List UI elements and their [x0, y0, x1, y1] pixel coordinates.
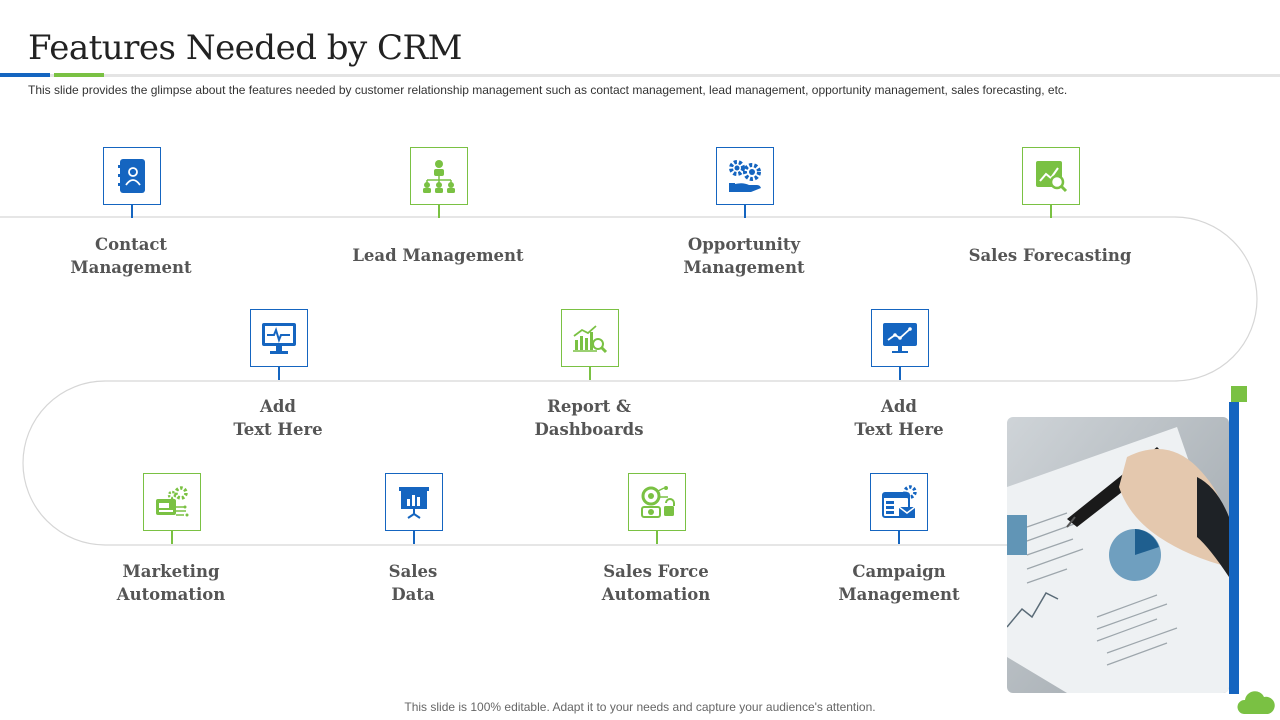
connector [1050, 204, 1052, 218]
chart-magnifier-icon [1022, 147, 1080, 205]
connector [413, 530, 415, 544]
contact-book-icon [103, 147, 161, 205]
report-magnifier-icon [561, 309, 619, 367]
accent-bar [1229, 402, 1239, 694]
connector [438, 204, 440, 218]
feature-label-sales-data: Sales Data [388, 562, 438, 604]
page-title: Features Needed by CRM [28, 28, 462, 68]
feature-label-add-text-1: Add Text Here [233, 397, 323, 439]
feature-label-sales-force-automation: Sales Force Automation [601, 562, 711, 604]
feature-label-lead-management: Lead Management [352, 246, 524, 265]
presentation-board-icon [385, 473, 443, 531]
org-hierarchy-icon [410, 147, 468, 205]
feature-label-opportunity-management: Opportunity Management [683, 235, 805, 277]
accent-square [1231, 386, 1247, 402]
connector [589, 366, 591, 380]
feature-label-sales-forecasting: Sales Forecasting [968, 246, 1132, 265]
gears-hand-icon [716, 147, 774, 205]
campaign-browser-icon [870, 473, 928, 531]
feature-label-campaign-management: Campaign Management [838, 562, 960, 604]
business-report-photo [1007, 417, 1229, 693]
title-divider [0, 74, 1280, 77]
connector [278, 366, 280, 380]
monitor-chart-icon [871, 309, 929, 367]
feature-label-add-text-2: Add Text Here [854, 397, 944, 439]
cloud-icon [1237, 691, 1275, 714]
title-accent-green [54, 73, 104, 77]
connector [898, 530, 900, 544]
connector [744, 204, 746, 218]
feature-label-marketing-automation: Marketing Automation [116, 562, 226, 604]
connector [131, 204, 133, 218]
monitor-pulse-icon [250, 309, 308, 367]
connector [656, 530, 658, 544]
automation-gears-icon [628, 473, 686, 531]
connector [899, 366, 901, 380]
feature-label-contact-management: Contact Management [70, 235, 192, 277]
connector [171, 530, 173, 544]
feature-label-report-dashboards: Report & Dashboards [534, 397, 644, 439]
footer-note: This slide is 100% editable. Adapt it to… [404, 700, 876, 714]
marketing-gear-icon [143, 473, 201, 531]
page-subtitle: This slide provides the glimpse about th… [28, 83, 1068, 97]
title-accent-blue [0, 73, 50, 77]
